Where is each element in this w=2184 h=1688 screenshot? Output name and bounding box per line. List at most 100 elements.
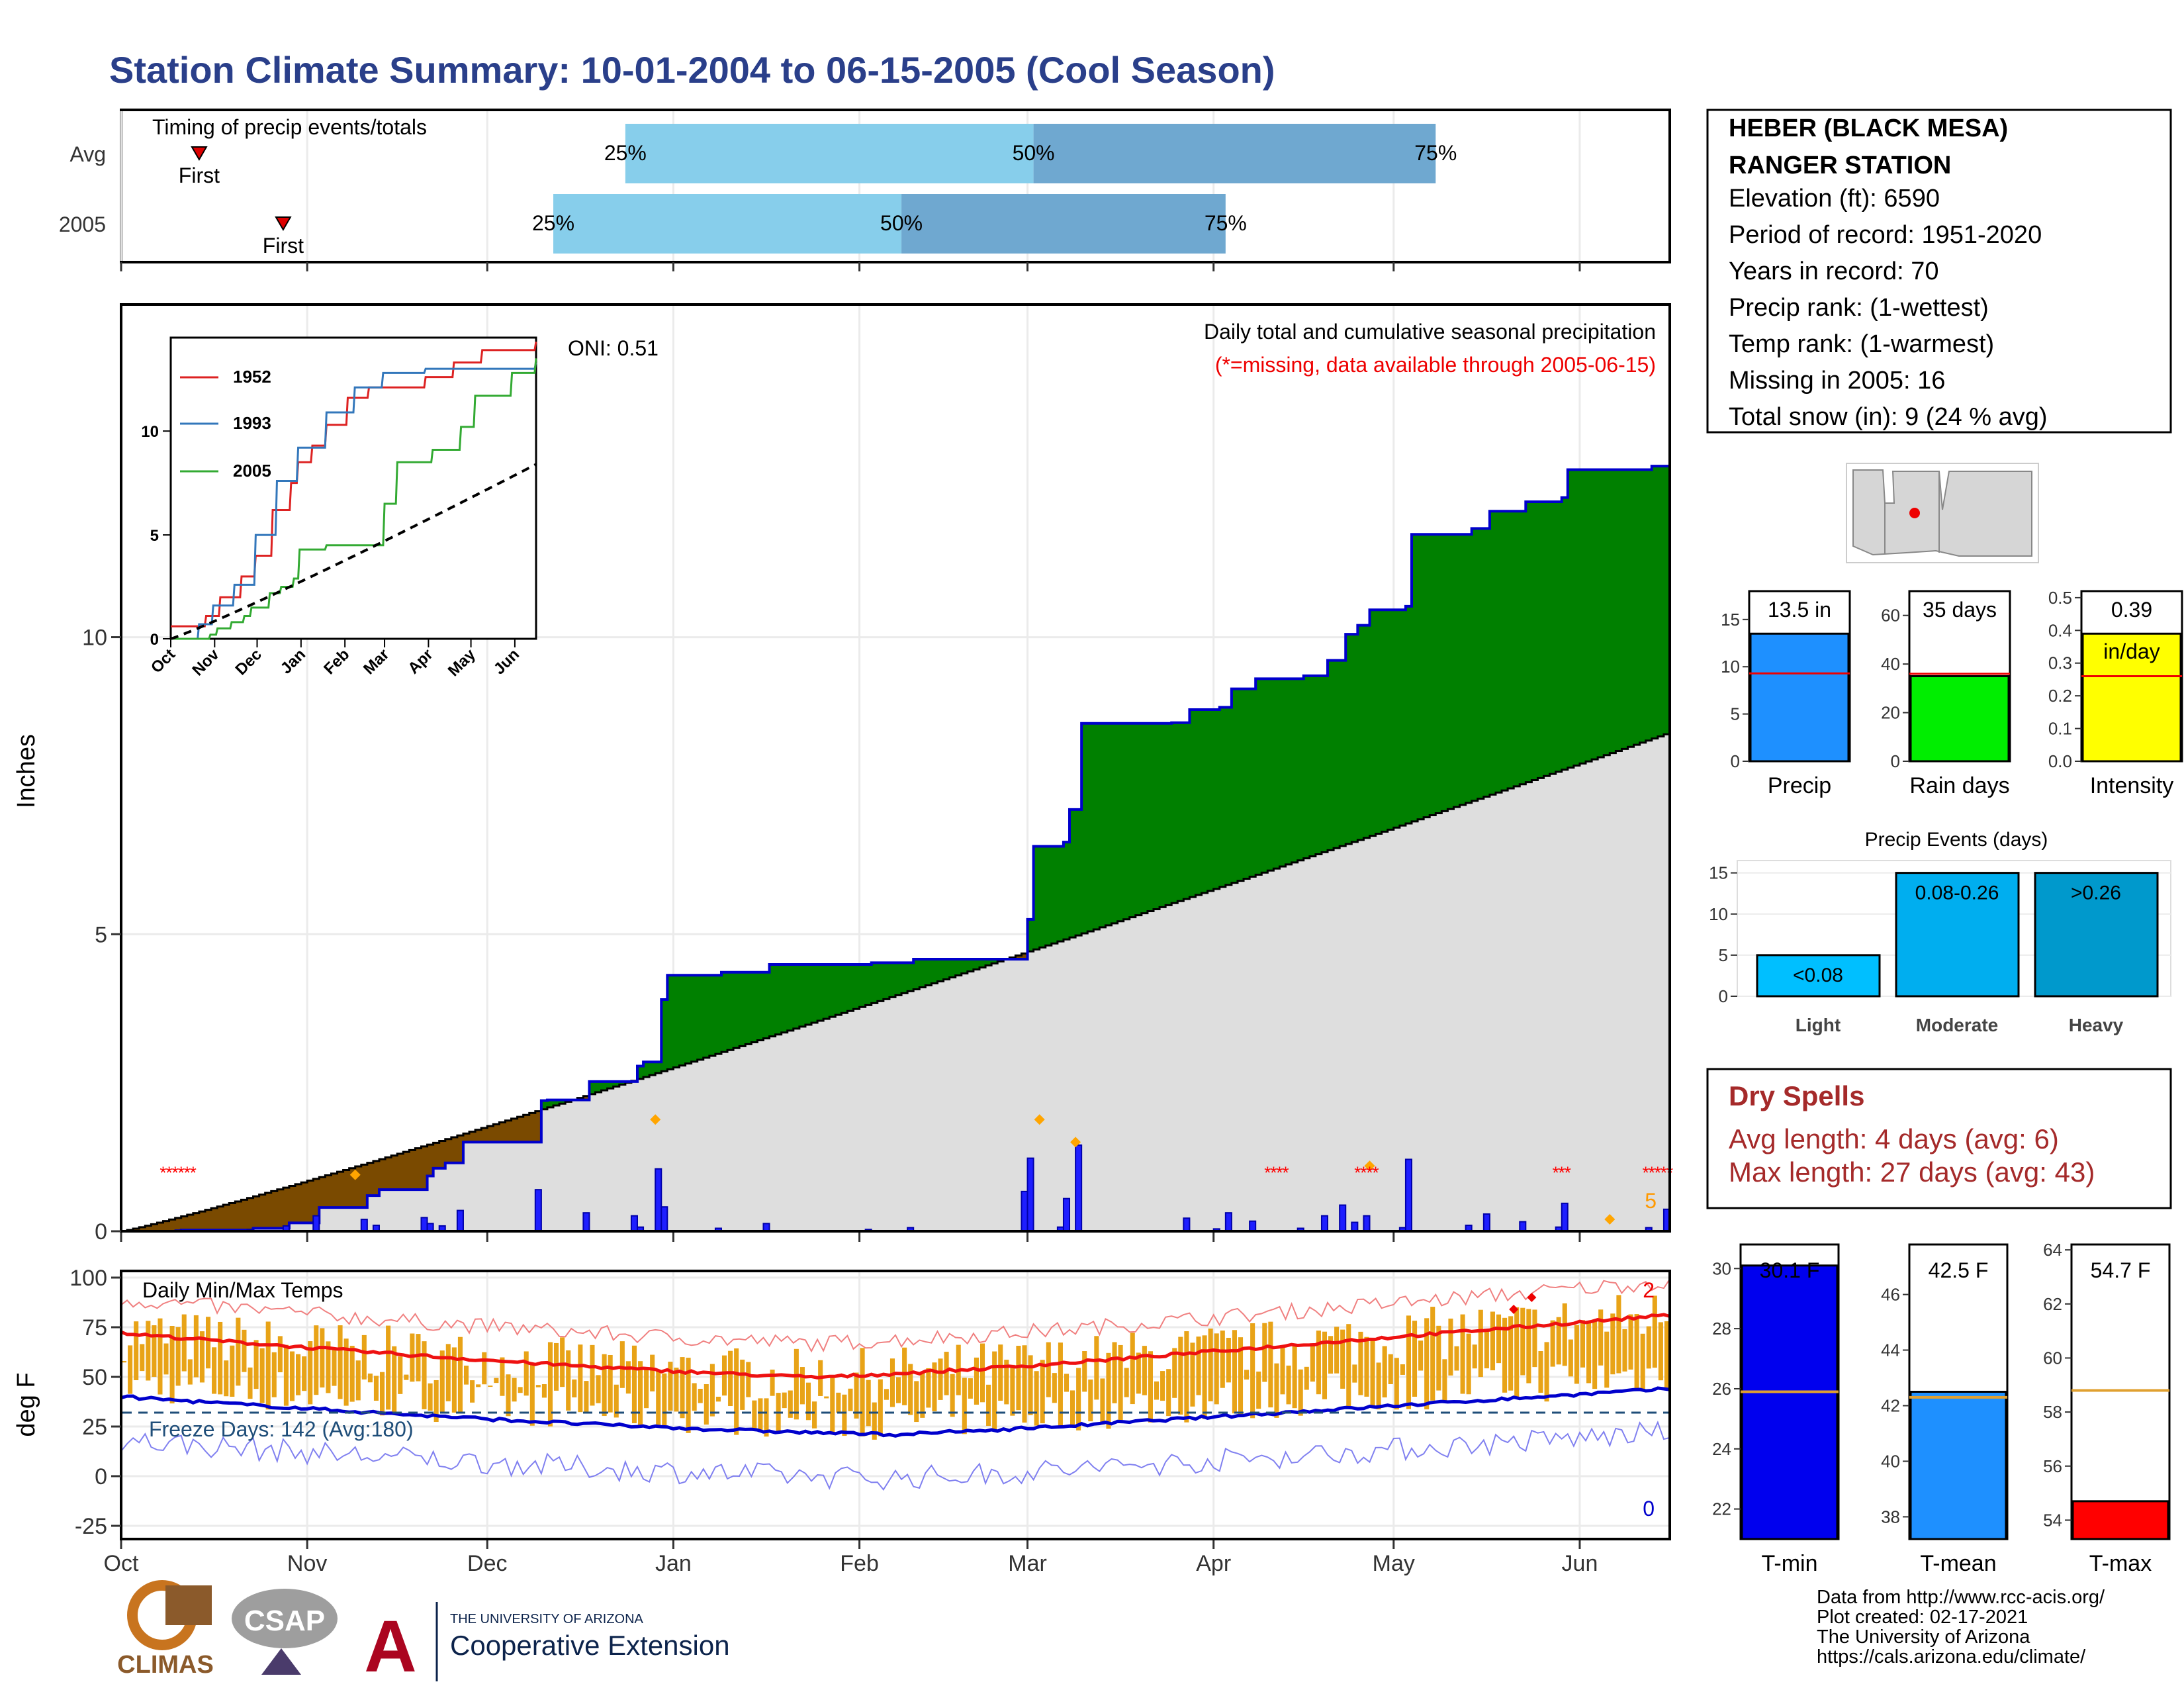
daily-temp-range-bar xyxy=(1310,1345,1315,1382)
daily-temp-range-bar xyxy=(1214,1333,1219,1405)
daily-temp-range-bar xyxy=(566,1350,571,1411)
temp-background xyxy=(121,1271,1670,1539)
mini-bar-value xyxy=(2081,632,2182,763)
daily-temp-range-bar xyxy=(338,1325,343,1399)
temp-bar-value-label: 42.5 F xyxy=(1929,1258,1989,1282)
temp-bar-label: T-min xyxy=(1762,1551,1818,1576)
daily-temp-range-bar xyxy=(986,1384,991,1427)
daily-temp-range-bar xyxy=(1448,1318,1453,1376)
average-cumulative-area xyxy=(121,734,1670,1231)
mini-bar-value-label: 35 days xyxy=(1923,598,1997,622)
daily-temp-range-bar xyxy=(1274,1363,1279,1418)
missing-marker: * xyxy=(190,1162,197,1182)
daily-temp-range-bar xyxy=(1022,1345,1027,1423)
daily-temp-range-bar xyxy=(230,1345,235,1397)
precip-markers: ****** **** **** *** ***** xyxy=(159,1114,1673,1225)
mini-bar-tick-label: 5 xyxy=(1731,704,1740,724)
daily-temp-range-bar xyxy=(1610,1313,1615,1375)
precip-panel: ****** **** **** *** ***** 0 5 10 Inches Daily… xyxy=(13,303,1673,1244)
daily-precip-bar xyxy=(360,1219,368,1232)
temp-bar-tick-label: 62 xyxy=(2043,1294,2062,1314)
daily-temp-range-bar xyxy=(926,1368,931,1408)
daily-temp-range-bar xyxy=(1268,1321,1273,1408)
mini-bar-label: Rain days xyxy=(1909,773,2009,798)
station-name-line1: HEBER (BLACK MESA) xyxy=(1729,115,2008,142)
daily-temp-range-bar xyxy=(404,1374,409,1380)
daily-temp-range-bar xyxy=(1316,1331,1321,1395)
daily-temp-range-bar xyxy=(1340,1329,1345,1389)
daily-temp-range-bar xyxy=(1418,1340,1424,1371)
timing-25-label: 25% xyxy=(532,211,574,235)
daily-temp-range-bar xyxy=(674,1368,679,1412)
daily-temp-range-bar xyxy=(457,1336,463,1413)
daily-temp-range-bar xyxy=(1370,1339,1375,1408)
daily-precip-bar xyxy=(1075,1144,1083,1233)
daily-temp-range-bar xyxy=(1244,1370,1250,1380)
observed-cumulative-line xyxy=(121,465,1670,1233)
heavy-day-marker xyxy=(1364,1160,1375,1172)
missing-marker: * xyxy=(1354,1162,1361,1182)
timing-25-label: 25% xyxy=(604,141,647,165)
timing-bar-25-50 xyxy=(553,194,902,254)
daily-temp-range-bar xyxy=(218,1321,223,1395)
daily-temp-range-bar xyxy=(902,1347,907,1405)
daily-temp-range-bar xyxy=(175,1327,181,1386)
daily-temp-range-bar xyxy=(1526,1309,1531,1383)
daily-temp-range-bar xyxy=(326,1341,331,1393)
daily-temp-range-bar xyxy=(746,1362,751,1397)
daily-temp-range-bar xyxy=(361,1335,367,1380)
temp-bar-tick-label: 42 xyxy=(1881,1395,1900,1415)
daily-temp-range-bar xyxy=(758,1398,763,1432)
daily-temp-range-bar xyxy=(1040,1360,1045,1424)
daily-temp-range-bar xyxy=(1544,1342,1549,1402)
daily-temp-range-bar xyxy=(146,1321,151,1381)
daily-temp-range-bar xyxy=(463,1366,469,1385)
timing-panel: 25%50%75%FirstLast25%50%75%FirstLast Tim… xyxy=(59,109,2092,271)
temp-title: Daily Min/Max Temps xyxy=(142,1278,343,1302)
daily-temp-range-bar xyxy=(163,1343,169,1375)
daily-temp-range-bar xyxy=(506,1374,511,1417)
daily-temp-range-bar xyxy=(1286,1365,1291,1405)
daily-temp-range-bar xyxy=(470,1380,475,1403)
daily-temp-range-bar xyxy=(644,1370,649,1409)
missing-marker: * xyxy=(172,1162,179,1182)
events-bar xyxy=(1756,954,1881,998)
climas-mark-block xyxy=(165,1585,212,1625)
temp-bar-value-label: 54.7 F xyxy=(2091,1258,2151,1282)
daily-temp-range-bar xyxy=(848,1388,853,1411)
daily-temp-range-bar xyxy=(1262,1323,1267,1382)
daily-precip-bar xyxy=(1249,1220,1257,1232)
daily-temp-range-bar xyxy=(1604,1331,1610,1388)
daily-temp-range-bar xyxy=(1628,1314,1633,1370)
precip-frame xyxy=(120,303,1671,1233)
daily-temp-range-bar xyxy=(812,1401,817,1429)
mini-bar-tick-label: 20 xyxy=(1881,703,1900,723)
daily-temp-range-bar xyxy=(1574,1325,1579,1384)
temp-top-count: 2 xyxy=(1643,1278,1655,1302)
footer-university: The University of Arizona xyxy=(1817,1626,2030,1648)
dry-spells-title: Dry Spells xyxy=(1729,1080,1864,1111)
temp-bar-tick-label: 46 xyxy=(1881,1285,1900,1305)
daily-temp-range-bar xyxy=(932,1362,937,1411)
footer-url: https://cals.arizona.edu/climate/ xyxy=(1817,1646,2086,1667)
events-tick-label: 10 xyxy=(1709,904,1728,924)
daily-temp-range-bar xyxy=(1196,1336,1201,1395)
missing-marker: * xyxy=(1373,1162,1379,1182)
daily-temp-range-bar xyxy=(1562,1303,1567,1366)
daily-precip-bar xyxy=(1404,1158,1412,1233)
temp-y-tick-label: 100 xyxy=(69,1266,107,1291)
daily-temp-range-bar xyxy=(1058,1342,1063,1428)
record-high-marker xyxy=(1527,1293,1537,1302)
temp-bar-label: T-max xyxy=(2089,1551,2152,1576)
temp-bar-tick-label: 56 xyxy=(2043,1456,2062,1476)
daily-precip-bar xyxy=(655,1168,662,1233)
temp-bar-tick-label: 22 xyxy=(1712,1499,1731,1519)
daily-temp-range-bar xyxy=(1466,1333,1471,1395)
timing-bars: 25%50%75%FirstLast25%50%75%FirstLast xyxy=(179,124,2092,258)
missing-note: (*=missing, data available through 2005-… xyxy=(1215,353,1656,377)
events-tick-label: 0 xyxy=(1719,986,1728,1006)
timing-50-label: 50% xyxy=(880,211,923,235)
daily-temp-range-bar xyxy=(1226,1337,1231,1383)
month-label: Oct xyxy=(104,1551,139,1576)
temp-panel: 100 75 50 25 0 -25 Daily Min/Max Temps Freeze… xyxy=(13,1266,1671,1576)
